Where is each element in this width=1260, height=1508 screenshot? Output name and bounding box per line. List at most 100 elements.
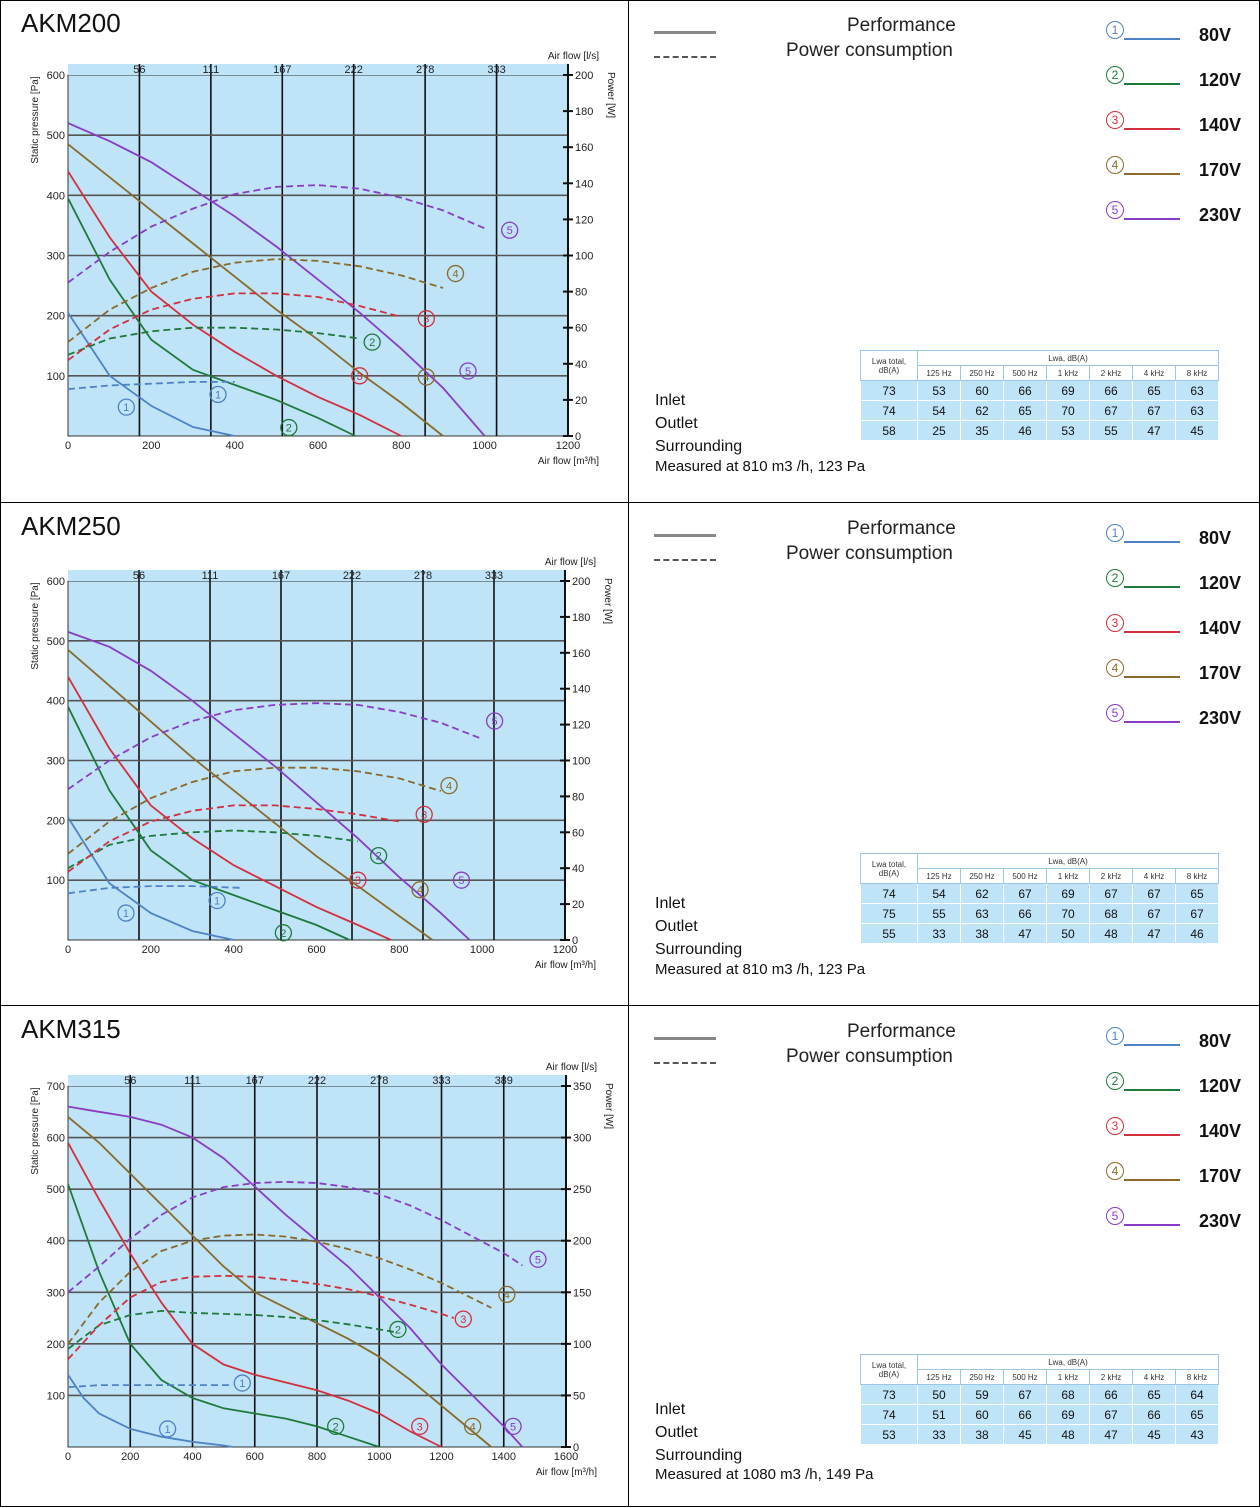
- performance-curve-3: [67, 676, 392, 941]
- power-tick-label: 140: [575, 178, 593, 190]
- voltage-key-1: 1 80V: [1106, 1027, 1256, 1057]
- top-axis-band: [68, 570, 565, 581]
- band-header: 8 kHz: [1175, 365, 1219, 381]
- performance-line-sample: [654, 31, 716, 34]
- performance-curve-1: [67, 312, 235, 437]
- curve-number-label: 1: [214, 896, 220, 908]
- curve-number-icon: 1: [1106, 21, 1124, 39]
- curve-number-icon: 3: [1106, 111, 1124, 129]
- noise-cell: 55: [860, 923, 918, 944]
- power-tick-label: 50: [573, 1390, 585, 1402]
- voltage-key-2: 2 120V: [1106, 66, 1256, 96]
- power-label: Power [W]: [605, 72, 616, 118]
- performance-curve-4: [67, 1116, 492, 1448]
- noise-cell: 38: [960, 923, 1004, 944]
- performance-line-sample: [654, 534, 716, 537]
- x-tick-label: 800: [308, 1451, 326, 1463]
- noise-cell: 69: [1046, 883, 1090, 904]
- x-tick-label: 400: [225, 440, 243, 452]
- noise-cell: 67: [1089, 400, 1133, 421]
- voltage-line-sample: [1124, 721, 1180, 723]
- curve-number-marker: [369, 846, 388, 865]
- noise-cell: 46: [1175, 923, 1219, 944]
- curve-number-marker: [411, 1417, 429, 1436]
- power-tick-label: 100: [572, 756, 590, 768]
- curve-number-marker: [280, 418, 298, 437]
- power-tick-label: 180: [575, 106, 593, 118]
- power-tick-label: 60: [575, 323, 587, 335]
- voltage-label: 170V: [1199, 1166, 1242, 1186]
- noise-cell: 67: [1003, 1384, 1047, 1405]
- noise-cell: 55: [1089, 420, 1133, 441]
- voltage-label: 120V: [1199, 1076, 1242, 1096]
- voltage-key-1: 1 80V: [1106, 21, 1256, 51]
- curve-number-icon: 2: [1106, 569, 1124, 587]
- curve-number-label: 2: [376, 851, 382, 863]
- power-curve-4: [67, 766, 442, 855]
- noise-cell: 47: [1089, 1424, 1133, 1445]
- performance-curve-2: [67, 197, 356, 437]
- x-tick-label: 200: [142, 944, 160, 956]
- performance-curve-5: [67, 122, 486, 437]
- band-header: 125 Hz: [917, 365, 961, 381]
- airflow-ls-label: Air flow [l/s]: [545, 557, 596, 568]
- band-header: 4 kHz: [1132, 868, 1176, 884]
- voltage-label: 80V: [1199, 1031, 1232, 1051]
- lwa-total-header: Lwa total, dB(A): [860, 350, 918, 381]
- chart-cell-1: AKM250 56 111 167 222 278 333 Air flow [l/s] 0 20…: [1, 503, 629, 1005]
- noise-table: Lwa total, dB(A) Lwa, dB(A) 125 Hz 250 Hz 5…: [860, 1354, 1219, 1445]
- curve-number-icon: 2: [1106, 66, 1124, 84]
- noise-cell: 67: [1132, 400, 1176, 421]
- power-tick-label: 150: [573, 1287, 591, 1299]
- noise-cell: 74: [860, 400, 918, 421]
- power-label: Power [W]: [602, 578, 613, 624]
- power-tick-label: 80: [575, 287, 587, 299]
- noise-cell: 53: [1046, 420, 1090, 441]
- noise-cell: 60: [960, 380, 1004, 401]
- curve-number-icon: 1: [1106, 1027, 1124, 1045]
- power-curve-1: [67, 885, 242, 895]
- top-tick-label: 56: [133, 64, 145, 76]
- power-curve-3: [67, 292, 402, 361]
- curve-number-label: 5: [507, 225, 513, 237]
- y-tick-label: 300: [47, 756, 65, 768]
- top-tick-label: 222: [345, 64, 363, 76]
- y-tick-label: 400: [47, 1236, 65, 1248]
- model-title: AKM315: [21, 1014, 121, 1044]
- voltage-label: 80V: [1199, 528, 1232, 548]
- noise-cell: 48: [1046, 1424, 1090, 1445]
- power-tick-label: 200: [572, 576, 590, 588]
- band-header: 250 Hz: [960, 868, 1004, 884]
- curve-number-icon: 5: [1106, 704, 1124, 722]
- power-tick-label: 200: [573, 1236, 591, 1248]
- noise-cell: 66: [1089, 380, 1133, 401]
- noise-cell: 45: [1175, 420, 1219, 441]
- noise-cell: 59: [960, 1384, 1004, 1405]
- curve-number-marker: [463, 1417, 482, 1436]
- noise-row-inlet: 73 53 60 66 69 66 65 63: [860, 380, 1219, 401]
- band-header: 125 Hz: [917, 868, 961, 884]
- x-tick-label: 0: [65, 944, 71, 956]
- power-consumption-label: Power consumption: [786, 543, 953, 564]
- power-tick-label: 180: [572, 612, 590, 624]
- curve-number-label: 2: [333, 1421, 339, 1433]
- model-title: AKM200: [21, 8, 121, 38]
- curve-number-label: 5: [535, 1254, 541, 1266]
- voltage-key-5: 5 230V: [1106, 201, 1256, 231]
- y-tick-label: 200: [47, 311, 65, 323]
- curve-number-icon: 5: [1106, 201, 1124, 219]
- curve-number-marker: [327, 1417, 345, 1436]
- noise-cell: 74: [860, 1404, 918, 1425]
- voltage-label: 120V: [1199, 70, 1242, 90]
- voltage-line-sample: [1124, 128, 1180, 130]
- lwa-total-header: Lwa total, dB(A): [860, 1354, 918, 1385]
- top-tick-label: 222: [343, 570, 361, 582]
- noise-cell: 65: [1132, 1384, 1176, 1405]
- noise-cell: 50: [1046, 923, 1090, 944]
- x-tick-label: 200: [121, 1451, 139, 1463]
- voltage-line-sample: [1124, 1134, 1180, 1136]
- voltage-line-sample: [1124, 541, 1180, 543]
- power-tick-label: 0: [573, 1442, 579, 1454]
